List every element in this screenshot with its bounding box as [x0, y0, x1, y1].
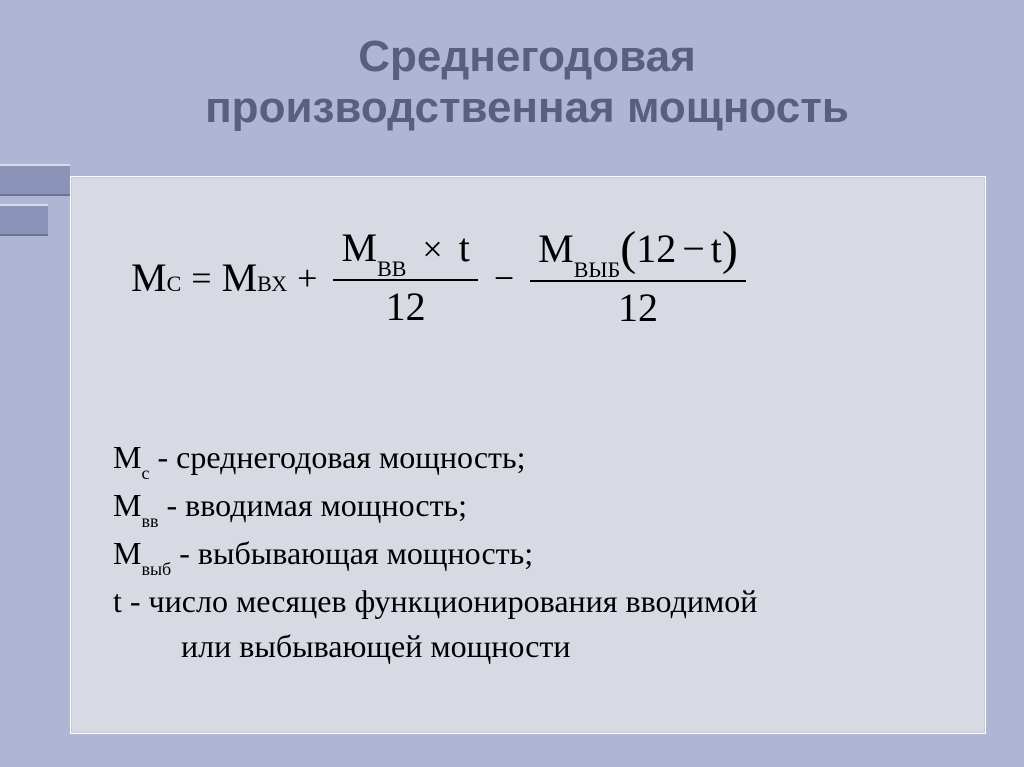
- frac1-num-t: t: [459, 225, 470, 270]
- frac2-den: 12: [610, 286, 666, 330]
- paren-close: ): [722, 222, 738, 275]
- def-text: среднегодовая мощность;: [176, 439, 525, 475]
- minus-sign: −: [494, 257, 514, 299]
- def-row-t-cont: или выбывающей мощности: [113, 624, 945, 669]
- frac2-num-sub: ВЫБ: [574, 257, 621, 282]
- title-line-2: производственная мощность: [70, 83, 984, 134]
- def-sub: с: [141, 463, 149, 483]
- fraction-2: МВЫБ(12−t) 12: [530, 225, 746, 330]
- def-text: число месяцев функционирования вводимой: [149, 583, 758, 619]
- paren-open: (: [620, 222, 636, 275]
- content-panel: МС = МВХ + МВВ × t 12 − МВЫБ(12−t): [70, 176, 986, 734]
- def-dash: -: [158, 487, 185, 523]
- lhs-sub: С: [167, 271, 182, 297]
- def-dash: -: [149, 439, 176, 475]
- def-row-mvyb: Мвыб - выбывающая мощность;: [113, 531, 945, 579]
- slide: Среднегодовая производственная мощность …: [0, 0, 1024, 767]
- def-dash: -: [171, 535, 198, 571]
- accent-bar-1: [0, 164, 70, 196]
- fraction-1: МВВ × t 12: [333, 226, 477, 329]
- frac1-num-sub: ВВ: [377, 256, 406, 281]
- lhs-var: М: [131, 254, 167, 301]
- def-sym: М: [113, 487, 141, 523]
- term1-var: М: [222, 254, 258, 301]
- def-sym: М: [113, 535, 141, 571]
- def-sub: выб: [141, 559, 171, 579]
- def-row-t: t - число месяцев функционирования вводи…: [113, 579, 945, 624]
- def-text: вводимая мощность;: [185, 487, 467, 523]
- frac1-den: 12: [378, 285, 434, 329]
- def-sym: t: [113, 583, 122, 619]
- frac2-inner-b: t: [711, 226, 722, 271]
- frac1-num-var: М: [341, 225, 377, 270]
- def-dash: -: [122, 583, 149, 619]
- formula: МС = МВХ + МВВ × t 12 − МВЫБ(12−t): [131, 225, 752, 330]
- def-row-mc: Мс - среднегодовая мощность;: [113, 435, 945, 483]
- accent-bar-2: [0, 204, 48, 236]
- frac2-num-var: М: [538, 226, 574, 271]
- frac2-inner-a: 12: [636, 226, 676, 271]
- term1-sub: ВХ: [257, 271, 287, 297]
- slide-title: Среднегодовая производственная мощность: [70, 32, 984, 133]
- def-sub: вв: [141, 511, 158, 531]
- frac2-bar: [530, 280, 746, 282]
- def-row-mvv: Мвв - вводимая мощность;: [113, 483, 945, 531]
- title-line-1: Среднегодовая: [70, 32, 984, 83]
- def-sym: М: [113, 439, 141, 475]
- frac2-inner-minus: −: [682, 226, 705, 271]
- equals-sign: =: [191, 257, 211, 299]
- plus-sign: +: [297, 257, 317, 299]
- times-sign: ×: [422, 229, 442, 269]
- definitions: Мс - среднегодовая мощность; Мвв - вводи…: [113, 435, 945, 670]
- frac2-num: МВЫБ(12−t): [530, 225, 746, 276]
- def-text: выбывающая мощность;: [198, 535, 533, 571]
- frac1-num: МВВ × t: [333, 226, 477, 275]
